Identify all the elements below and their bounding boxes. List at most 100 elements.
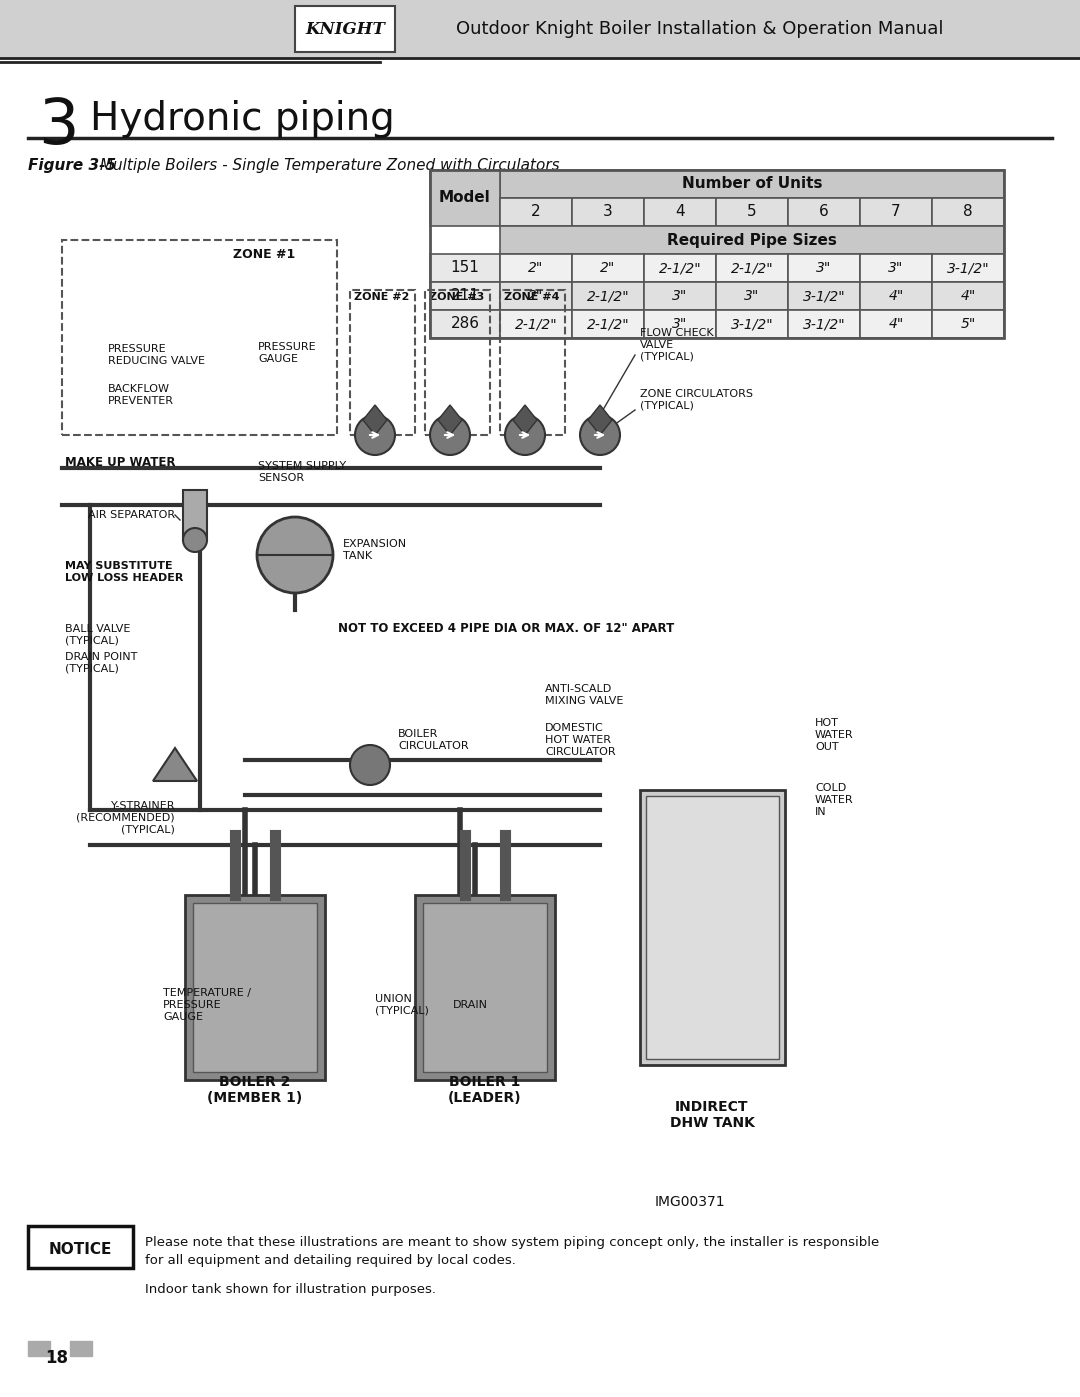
- Text: UNION
(TYPICAL): UNION (TYPICAL): [375, 995, 429, 1016]
- Text: BOILER
CIRCULATOR: BOILER CIRCULATOR: [399, 729, 469, 750]
- Bar: [932, 310, 1004, 338]
- Text: 18: 18: [45, 1350, 68, 1368]
- Circle shape: [430, 415, 470, 455]
- Text: TEMPERATURE /
PRESSURE
GAUGE: TEMPERATURE / PRESSURE GAUGE: [163, 989, 251, 1021]
- Bar: [640, 789, 785, 1065]
- Bar: [860, 198, 932, 226]
- Bar: [500, 254, 572, 282]
- Text: IMG00371: IMG00371: [654, 1194, 726, 1208]
- Text: 3": 3": [744, 289, 759, 303]
- Text: 2": 2": [528, 289, 543, 303]
- Bar: [500, 226, 1004, 254]
- Bar: [500, 291, 565, 434]
- Text: Model: Model: [440, 190, 491, 205]
- Bar: [426, 291, 490, 434]
- Bar: [572, 198, 644, 226]
- Text: 3-1/2": 3-1/2": [802, 289, 846, 303]
- Text: EXPANSION
TANK: EXPANSION TANK: [343, 539, 407, 560]
- Text: 286: 286: [450, 317, 480, 331]
- Bar: [932, 198, 1004, 226]
- Bar: [788, 310, 860, 338]
- Text: Y-STRAINER
(RECOMMENDED)
(TYPICAL): Y-STRAINER (RECOMMENDED) (TYPICAL): [77, 802, 175, 834]
- Text: 5: 5: [747, 204, 757, 219]
- Text: ZONE #1: ZONE #1: [233, 249, 295, 261]
- Text: FLOW CHECK
VALVE
(TYPICAL): FLOW CHECK VALVE (TYPICAL): [640, 328, 714, 362]
- Text: BACKFLOW
PREVENTER: BACKFLOW PREVENTER: [108, 384, 174, 405]
- Text: NOTICE: NOTICE: [49, 1242, 111, 1256]
- Text: PRESSURE
GAUGE: PRESSURE GAUGE: [258, 342, 316, 363]
- Text: BOILER 2
(MEMBER 1): BOILER 2 (MEMBER 1): [207, 1076, 302, 1105]
- Text: Multiple Boilers - Single Temperature Zoned with Circulators: Multiple Boilers - Single Temperature Zo…: [95, 158, 559, 173]
- Text: PRESSURE
REDUCING VALVE: PRESSURE REDUCING VALVE: [108, 344, 205, 366]
- Text: 2-1/2": 2-1/2": [731, 261, 773, 275]
- Text: Indoor tank shown for illustration purposes.: Indoor tank shown for illustration purpo…: [145, 1282, 436, 1296]
- Text: Hydronic piping: Hydronic piping: [90, 101, 395, 138]
- Text: DRAIN POINT
(TYPICAL): DRAIN POINT (TYPICAL): [65, 652, 137, 673]
- Text: 3": 3": [889, 261, 904, 275]
- Bar: [415, 895, 555, 1080]
- Bar: [0, 0, 1080, 59]
- Bar: [572, 254, 644, 282]
- Circle shape: [183, 528, 207, 552]
- Text: 4": 4": [960, 289, 975, 303]
- Text: MAKE UP WATER: MAKE UP WATER: [65, 455, 175, 468]
- Text: 3": 3": [673, 289, 688, 303]
- Polygon shape: [363, 405, 387, 434]
- Text: ZONE #4: ZONE #4: [504, 292, 559, 302]
- Text: 2-1/2": 2-1/2": [586, 289, 630, 303]
- Bar: [430, 282, 500, 310]
- Text: HOT
WATER
OUT: HOT WATER OUT: [815, 718, 853, 752]
- Bar: [716, 254, 788, 282]
- Bar: [500, 310, 572, 338]
- Circle shape: [350, 745, 390, 785]
- Text: Outdoor Knight Boiler Installation & Operation Manual: Outdoor Knight Boiler Installation & Ope…: [456, 20, 944, 38]
- Text: ZONE CIRCULATORS
(TYPICAL): ZONE CIRCULATORS (TYPICAL): [640, 390, 753, 411]
- Bar: [295, 6, 395, 52]
- Text: KNIGHT: KNIGHT: [305, 21, 384, 38]
- Polygon shape: [588, 405, 612, 434]
- Text: 3-1/2": 3-1/2": [947, 261, 989, 275]
- Bar: [28, 1227, 133, 1268]
- Bar: [716, 282, 788, 310]
- Text: 7: 7: [891, 204, 901, 219]
- Text: 3": 3": [673, 317, 688, 331]
- Bar: [716, 310, 788, 338]
- Bar: [430, 170, 500, 226]
- Text: ANTI-SCALD
MIXING VALVE: ANTI-SCALD MIXING VALVE: [545, 685, 623, 705]
- Bar: [430, 170, 1004, 338]
- Text: 6: 6: [819, 204, 828, 219]
- Text: 5": 5": [960, 317, 975, 331]
- Text: 4": 4": [889, 289, 904, 303]
- Text: BALL VALVE
(TYPICAL): BALL VALVE (TYPICAL): [65, 624, 131, 645]
- Polygon shape: [513, 405, 537, 434]
- Bar: [860, 254, 932, 282]
- Text: 3: 3: [603, 204, 612, 219]
- Bar: [644, 282, 716, 310]
- Text: 4": 4": [889, 317, 904, 331]
- Polygon shape: [438, 405, 462, 434]
- Text: 3: 3: [38, 95, 79, 156]
- Bar: [644, 198, 716, 226]
- Text: Please note that these illustrations are meant to show system piping concept onl: Please note that these illustrations are…: [145, 1236, 879, 1249]
- Text: ZONE #3: ZONE #3: [430, 292, 485, 302]
- Bar: [430, 254, 500, 282]
- Bar: [932, 254, 1004, 282]
- Bar: [185, 895, 325, 1080]
- Bar: [644, 310, 716, 338]
- Text: DRAIN: DRAIN: [453, 1000, 488, 1010]
- Bar: [788, 282, 860, 310]
- Bar: [28, 1341, 50, 1356]
- Circle shape: [355, 415, 395, 455]
- Bar: [183, 490, 207, 541]
- Bar: [500, 198, 572, 226]
- Circle shape: [580, 415, 620, 455]
- Bar: [572, 310, 644, 338]
- Text: INDIRECT
DHW TANK: INDIRECT DHW TANK: [670, 1099, 755, 1130]
- Text: 211: 211: [450, 289, 480, 303]
- Bar: [500, 282, 572, 310]
- Bar: [932, 282, 1004, 310]
- Bar: [788, 198, 860, 226]
- Bar: [350, 291, 415, 434]
- Text: Figure 3-5: Figure 3-5: [28, 158, 117, 173]
- Bar: [646, 796, 779, 1059]
